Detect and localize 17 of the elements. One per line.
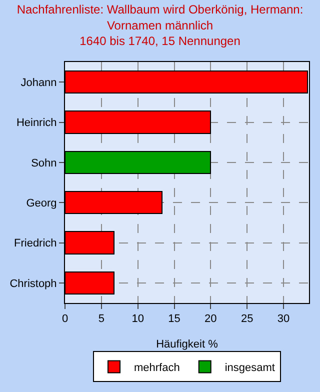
legend-label: mehrfach	[134, 362, 180, 374]
chart-title: Nachfahrenliste: Wallbaum wird Oberkönig, Hermann: Vornamen männlich 1640 bis 1740, 15 Nennungen	[16, 2, 304, 48]
y-tick-label: Heinrich	[16, 117, 57, 130]
y-tick-label: Johann	[20, 76, 57, 89]
x-tick-label: 20	[204, 313, 217, 326]
y-tick-label: Christoph	[10, 278, 57, 290]
x-tick-label: 25	[240, 313, 254, 326]
x-tick-label: 0	[62, 313, 68, 326]
y-tick-label: Friedrich	[14, 238, 57, 250]
y-tick-label: Sohn	[31, 157, 57, 170]
x-axis-title: Häufigkeit %	[156, 338, 218, 350]
x-tick-label: 5	[98, 313, 104, 326]
x-tick-label: 15	[168, 313, 180, 326]
x-tick-label: 10	[132, 313, 144, 326]
x-tick-label: 30	[277, 313, 290, 326]
y-tick-label: Georg	[26, 197, 57, 210]
legend-label: insgesamt	[224, 362, 275, 374]
